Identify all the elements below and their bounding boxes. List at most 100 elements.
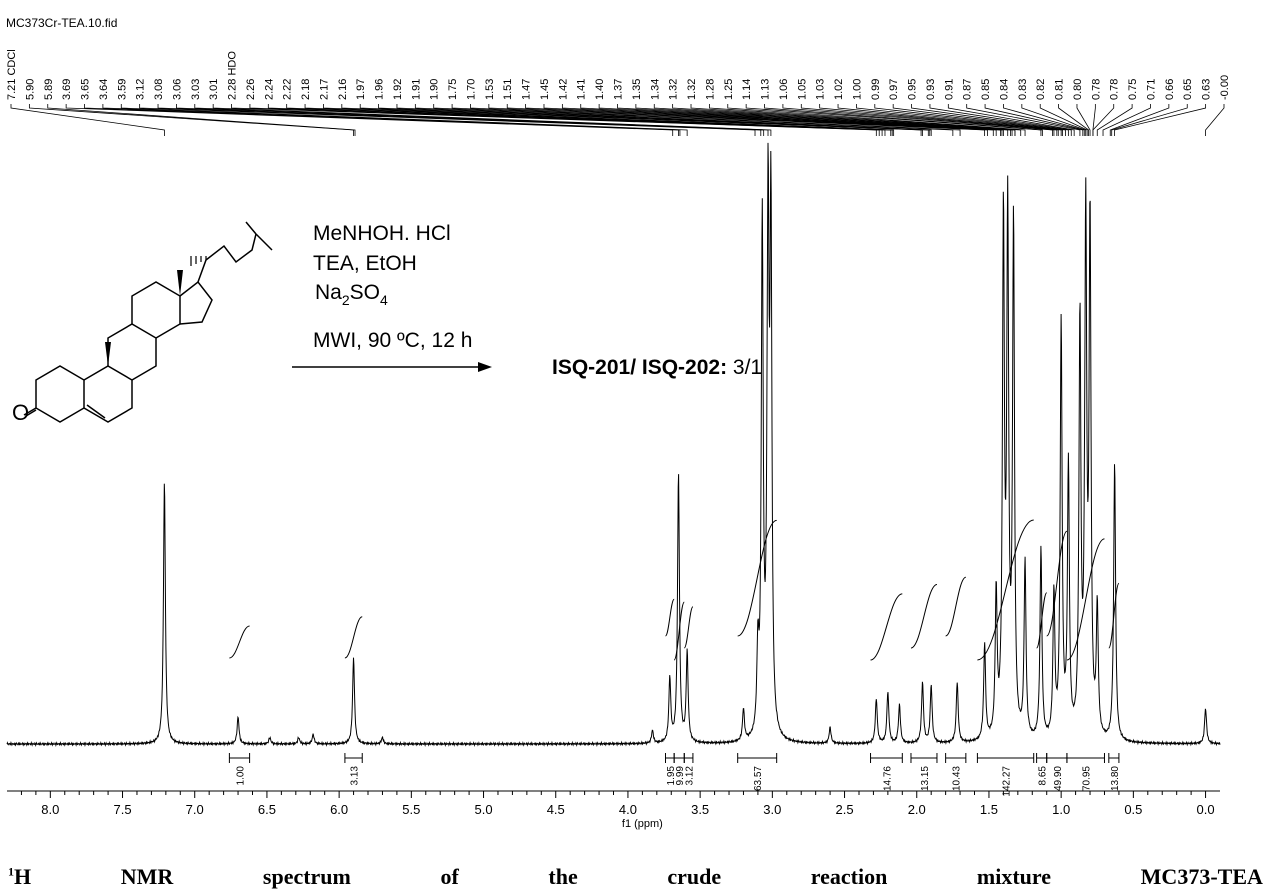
peak-label: 0.65 xyxy=(1182,79,1194,100)
caption-word-5: the xyxy=(548,864,578,889)
peak-label: 0.91 xyxy=(943,79,955,100)
integral-curve-group xyxy=(229,519,1120,661)
peak-label: 1.51 xyxy=(502,79,514,100)
reagent-line-3: Na2SO4 xyxy=(315,281,388,308)
integral-curve xyxy=(1066,538,1105,661)
carbonyl-oxygen: O xyxy=(12,400,29,425)
caption-word-6: crude xyxy=(667,864,722,889)
peak-label: 3.06 xyxy=(171,79,183,100)
peak-label: 3.64 xyxy=(98,79,110,100)
figure-caption: 1H NMR spectrum of the crude reaction mi… xyxy=(8,862,1263,892)
x-axis: 8.0 7.5 7.0 6.5 6.0 5.5 5.0 4.5 4.0 3.5 3.0 2.5 2.0 1… xyxy=(7,790,1220,830)
peak-label-connector xyxy=(1111,104,1188,136)
spectrum-trace-group xyxy=(6,142,1221,748)
peak-label: 3.01 xyxy=(208,79,220,100)
peak-label: 1.14 xyxy=(741,79,753,100)
integral-value: 14.76 xyxy=(882,766,893,791)
peak-label-connector xyxy=(764,104,1043,136)
peak-label-connector xyxy=(10,104,165,136)
peak-label: 1.05 xyxy=(796,79,808,100)
peak-label-connector xyxy=(378,104,923,136)
caption-word-1: 1H xyxy=(8,864,32,889)
caption-word-4: of xyxy=(440,864,459,889)
x-tick-label: 6.0 xyxy=(330,802,348,817)
peak-label: 1.45 xyxy=(539,79,551,100)
peak-label-connector xyxy=(1092,104,1115,136)
peak-label: 0.82 xyxy=(1035,79,1047,100)
integral-value: 1.95 xyxy=(666,766,677,786)
peak-label: 0.80 xyxy=(1072,79,1084,100)
peak-label-connector xyxy=(617,104,1009,136)
peak-label: 1.35 xyxy=(631,79,643,100)
peak-label-connector xyxy=(1039,104,1088,136)
peak-label: 0.87 xyxy=(962,79,974,100)
reaction-arrow xyxy=(292,362,492,372)
peak-label: 1.34 xyxy=(649,79,661,100)
x-axis-label: f1 (ppm) xyxy=(622,818,663,830)
peak-label-connector xyxy=(212,104,772,136)
peak-label-connector xyxy=(341,104,895,136)
caption-word-2: NMR xyxy=(120,864,174,889)
peak-label-connector xyxy=(176,104,765,136)
peak-label-connector xyxy=(892,104,1066,136)
peak-label-connector xyxy=(65,104,674,136)
peak-label-connector xyxy=(47,104,356,136)
integral-value: 8.65 xyxy=(1038,766,1049,786)
peak-label: 0.85 xyxy=(980,79,992,100)
integral-curve xyxy=(683,606,694,649)
peak-label: 1.28 xyxy=(704,79,716,100)
peak-label-connector xyxy=(856,104,1062,136)
peak-label-connector xyxy=(1114,104,1207,136)
peak-label-connector xyxy=(451,104,954,136)
spectrum-trace xyxy=(6,142,1221,748)
peak-label-connector xyxy=(580,104,1003,136)
methyl-hash-bond xyxy=(190,256,207,266)
peak-label-connector xyxy=(488,104,986,136)
peak-label: 1.02 xyxy=(833,79,845,100)
peak-label: 7.21 CDCl xyxy=(6,49,18,100)
peak-label-connector xyxy=(1058,104,1089,136)
peak-label: 3.12 xyxy=(135,79,147,100)
peak-label-connector xyxy=(1102,104,1151,136)
peak-label: 0.81 xyxy=(1054,79,1066,100)
peak-label-connector xyxy=(708,104,1022,136)
peak-label-connector xyxy=(874,104,1063,136)
peak-label: 3.65 xyxy=(80,79,92,100)
x-tick-label: 4.0 xyxy=(619,802,637,817)
peak-label-connector xyxy=(984,104,1084,136)
x-tick-label: 7.5 xyxy=(113,802,131,817)
integral-curve xyxy=(1046,530,1068,637)
x-tick-label: 2.5 xyxy=(836,802,854,817)
caption-word-9: MC373-TEA xyxy=(1140,864,1263,889)
peak-label-connector xyxy=(561,104,1001,136)
reagent-line-2: TEA, EtOH xyxy=(313,252,417,275)
peak-label-connector xyxy=(727,104,1026,136)
peak-label: 5.89 xyxy=(43,79,55,100)
integral-value: 3.13 xyxy=(350,766,361,786)
integral-curve xyxy=(945,576,967,637)
integral-curve xyxy=(664,598,675,637)
methyl-wedge-2 xyxy=(177,270,183,296)
peak-label-connector xyxy=(929,104,1072,136)
peak-label-connector xyxy=(525,104,994,136)
peak-label: 1.37 xyxy=(613,79,625,100)
peak-label: 1.90 xyxy=(429,79,441,100)
peak-label: 1.41 xyxy=(576,79,588,100)
x-tick-label: 3.5 xyxy=(691,802,709,817)
peak-label-connector xyxy=(396,104,929,136)
peak-label: 1.47 xyxy=(521,79,533,100)
peak-label-connector xyxy=(966,104,1081,136)
peak-label-connector xyxy=(1003,104,1085,136)
file-name: MC373Cr-TEA.10.fid xyxy=(6,16,117,30)
peak-label-connector xyxy=(690,104,1016,136)
peak-label: 1.97 xyxy=(355,79,367,100)
peak-label: 0.63 xyxy=(1201,79,1213,100)
peak-label-connector xyxy=(433,104,932,136)
x-tick-label: 7.0 xyxy=(186,802,204,817)
peak-label-connector xyxy=(947,104,1075,136)
product-label: ISQ-201/ ISQ-202: 3/1 xyxy=(552,356,762,379)
peak-label: 1.96 xyxy=(374,79,386,100)
peak-label-connector xyxy=(635,104,1012,136)
x-tick-label: 6.5 xyxy=(258,802,276,817)
x-tick-label: 5.5 xyxy=(402,802,420,817)
